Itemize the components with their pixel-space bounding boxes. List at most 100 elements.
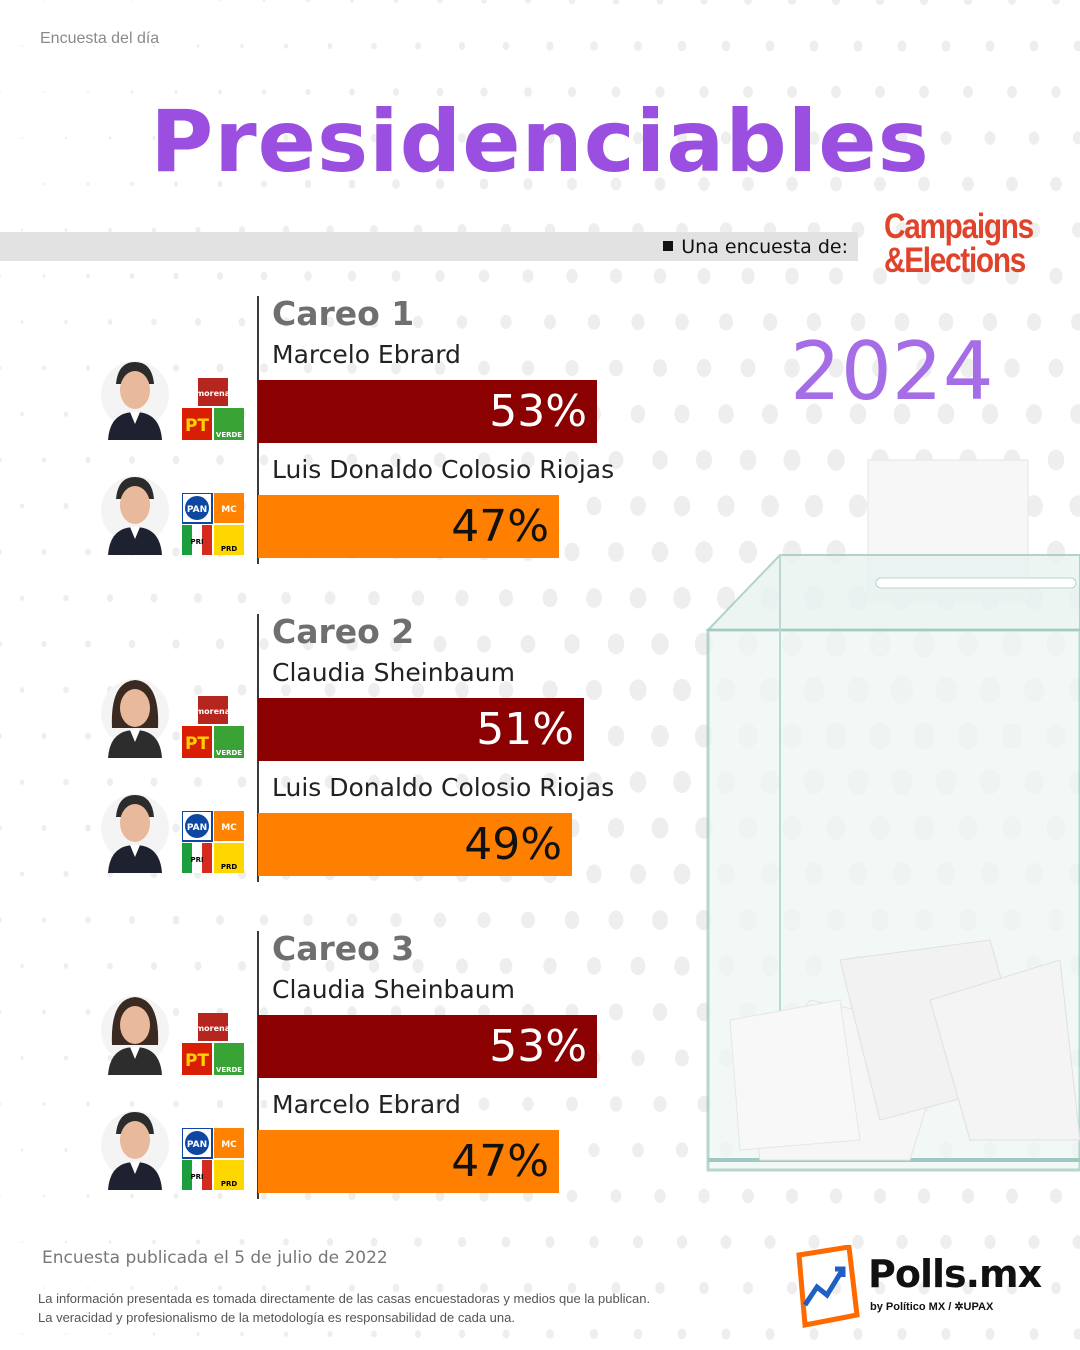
coalition-b-logos: PAN MC PRI PRD <box>181 1127 244 1190</box>
background-dot <box>479 1190 489 1202</box>
background-dot <box>42 1102 46 1106</box>
disclaimer: La información presentada es tomada dire… <box>38 1289 650 1327</box>
background-dot <box>629 679 647 701</box>
background-dot <box>1048 358 1064 378</box>
background-dot <box>611 1282 621 1294</box>
svg-text:VERDE: VERDE <box>216 749 242 757</box>
background-dot <box>916 358 932 378</box>
background-dot <box>129 273 135 279</box>
background-dot <box>589 132 599 144</box>
background-dot <box>0 457 2 463</box>
background-dot <box>829 267 843 285</box>
background-dot <box>655 1282 665 1294</box>
sponsor-logo-line1: Campaigns <box>884 207 1034 246</box>
background-dot <box>324 683 336 697</box>
background-dot <box>216 272 224 280</box>
background-dot <box>412 959 424 973</box>
background-dot <box>806 312 822 332</box>
background-dot <box>981 403 999 425</box>
background-dot <box>390 912 402 928</box>
background-dot <box>829 1188 843 1204</box>
background-dot <box>327 43 333 49</box>
background-dot <box>85 824 91 832</box>
background-dot <box>218 0 222 2</box>
background-dot <box>64 228 68 232</box>
background-dot <box>961 267 975 285</box>
background-dot <box>20 1056 24 1060</box>
background-dot <box>545 132 555 144</box>
background-dot <box>962 1281 974 1295</box>
background-dot <box>41 549 47 555</box>
background-dot <box>347 362 357 374</box>
background-dot <box>262 0 266 2</box>
background-dot <box>435 269 445 283</box>
background-dot <box>629 771 647 793</box>
background-dot <box>391 270 401 282</box>
background-dot <box>172 455 180 465</box>
background-dot <box>436 87 444 97</box>
background-dot <box>938 312 954 332</box>
bar-value-label: 53% <box>489 386 587 437</box>
background-dot <box>259 454 269 466</box>
background-dot <box>349 88 355 96</box>
background-dot <box>261 180 267 188</box>
background-dot <box>150 962 158 970</box>
background-dot <box>283 43 289 49</box>
background-dot <box>131 0 133 1</box>
background-dot <box>918 85 930 99</box>
disclaimer-line-1: La información presentada es tomada dire… <box>38 1291 651 1306</box>
background-dot <box>237 592 247 604</box>
background-dot <box>652 910 668 930</box>
background-dot <box>498 773 514 791</box>
background-dot <box>304 1099 312 1109</box>
background-dot <box>742 1281 754 1295</box>
background-dot <box>0 825 2 831</box>
background-dot <box>545 1236 555 1248</box>
background-dot <box>607 725 625 747</box>
background-dot <box>652 450 668 470</box>
svg-text:PRI: PRI <box>190 1173 203 1181</box>
background-dot <box>673 678 691 702</box>
background-dot <box>787 85 797 99</box>
background-dot <box>172 1008 180 1016</box>
svg-text:PRI: PRI <box>190 538 203 546</box>
background-dot <box>1052 0 1060 5</box>
background-dot <box>831 0 841 6</box>
background-dot <box>326 1238 334 1246</box>
background-dot <box>41 640 47 648</box>
disclaimer-line-2: La veracidad y profesionalismo de la met… <box>38 1310 515 1325</box>
background-dot <box>21 1333 23 1335</box>
background-dot <box>1069 495 1080 517</box>
background-dot <box>1005 267 1019 285</box>
background-dot <box>985 1328 995 1340</box>
background-dot <box>434 452 446 468</box>
candidate-photo <box>100 985 170 1075</box>
background-dot <box>65 136 67 140</box>
background-dot <box>456 958 468 974</box>
background-dot <box>238 317 246 327</box>
background-dot <box>937 403 955 425</box>
background-dot <box>0 549 2 555</box>
background-dot <box>788 0 796 5</box>
background-dot <box>1026 313 1042 331</box>
background-dot <box>1007 85 1017 99</box>
background-dot <box>1008 0 1016 5</box>
background-dot <box>172 915 180 925</box>
background-dot <box>63 778 69 786</box>
background-dot <box>216 1100 224 1108</box>
background-dot <box>1028 131 1040 145</box>
background-dot <box>673 495 691 517</box>
background-dot <box>852 131 864 145</box>
background-dot <box>567 177 577 191</box>
background-dot <box>455 773 469 791</box>
background-dot <box>283 1331 289 1337</box>
background-dot <box>217 1192 223 1200</box>
background-dot <box>610 1189 622 1203</box>
background-dot <box>173 272 179 280</box>
background-dot <box>19 779 25 785</box>
background-dot <box>478 360 490 376</box>
background-dot <box>630 956 646 976</box>
background-dot <box>719 313 733 331</box>
background-dot <box>940 131 952 145</box>
background-dot <box>193 776 203 788</box>
